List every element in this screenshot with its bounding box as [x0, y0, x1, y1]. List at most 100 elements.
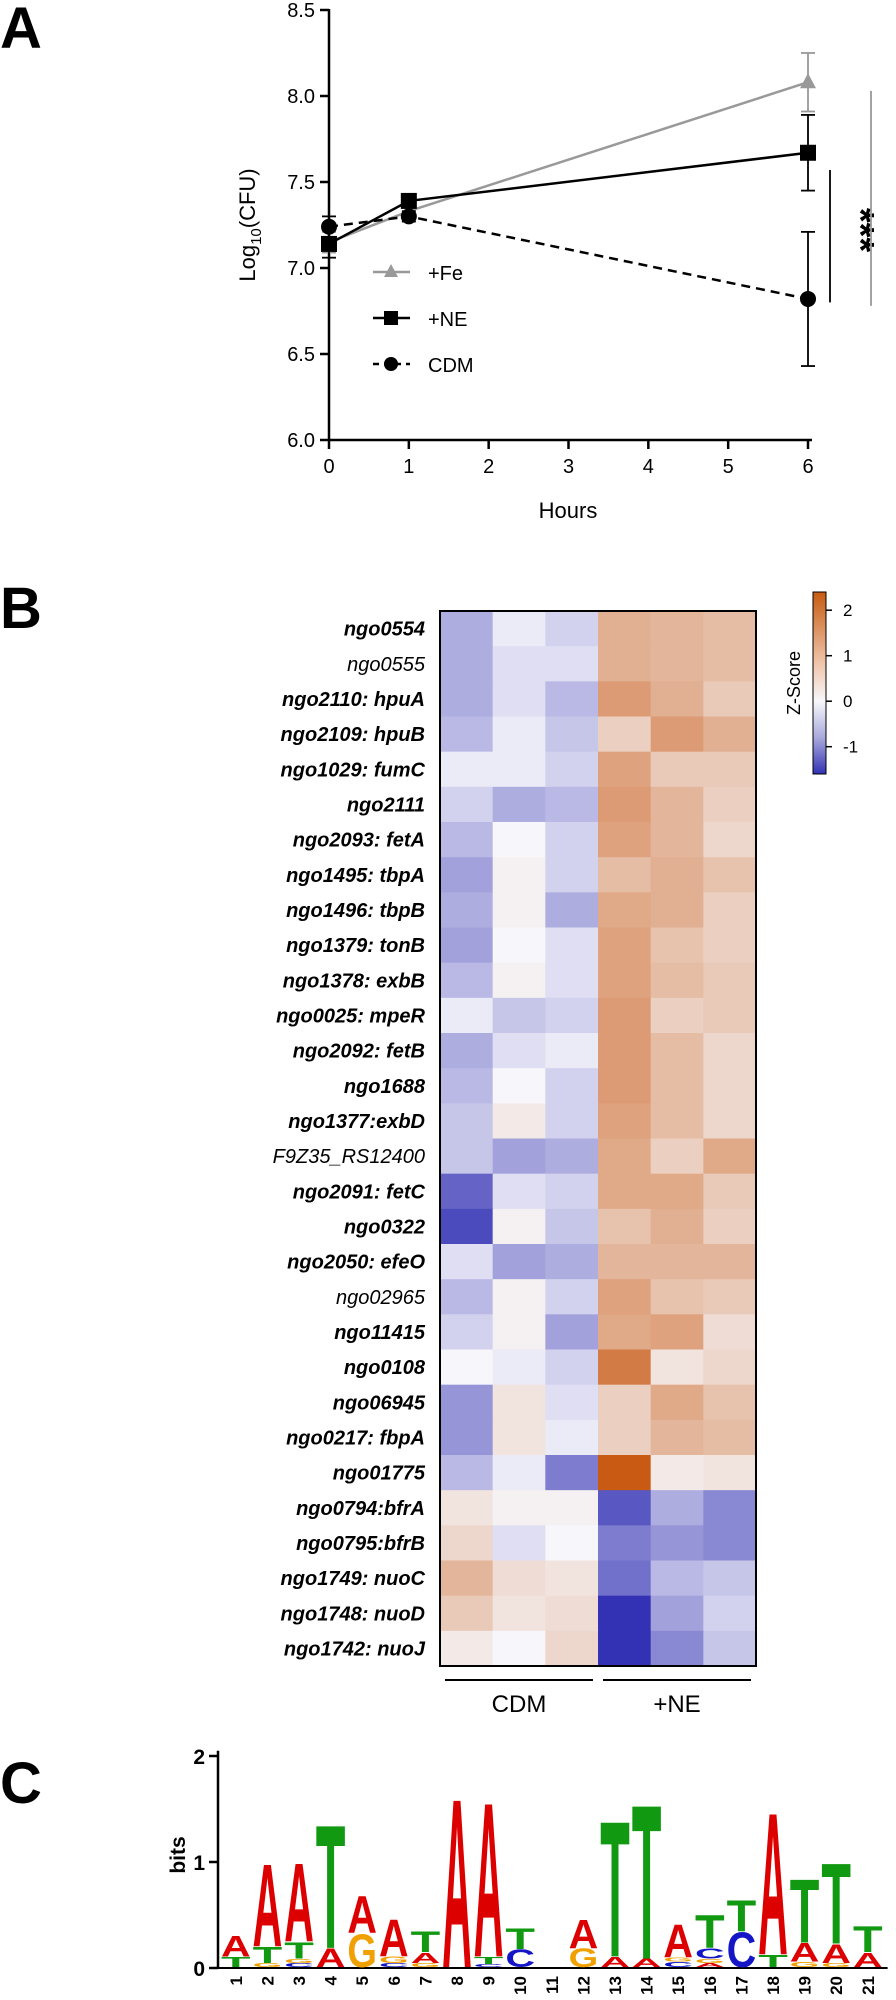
y-tick-label: 7.5	[287, 172, 315, 194]
heatmap-cell	[703, 681, 757, 718]
logo-position-label: 11	[543, 1976, 562, 1994]
x-tick-label: 0	[323, 456, 334, 478]
heatmap-cell	[492, 1173, 546, 1210]
heatmap-cell	[703, 786, 757, 823]
colorbar-tick-label: 2	[843, 601, 852, 620]
x-tick-label: 3	[563, 456, 574, 478]
heatmap-border	[439, 610, 757, 1667]
logo-position-label: 5	[353, 1976, 372, 1985]
gene-label: ngo01775	[333, 1463, 426, 1485]
gene-label: ngo2050: efeO	[287, 1252, 425, 1274]
heatmap-cell	[440, 1279, 494, 1315]
heatmap-cell	[545, 1560, 599, 1597]
heatmap-cell	[492, 1490, 546, 1526]
heatmap-cell	[703, 1490, 757, 1526]
heatmap-cell	[598, 1068, 652, 1104]
heatmap-cell	[492, 1455, 546, 1491]
heatmap-cell	[492, 1103, 546, 1140]
logo-position-label: 9	[480, 1976, 499, 1985]
data-point-cdm	[800, 290, 816, 307]
logo-letter-C: C	[695, 1945, 725, 1961]
logo-position-label: 6	[385, 1976, 404, 1985]
heatmap-cell	[598, 646, 652, 682]
x-tick-label: 4	[643, 456, 654, 478]
logo-letter-G: G	[379, 1955, 409, 1965]
heatmap-cell	[492, 1560, 546, 1597]
heatmap-cell	[440, 1419, 494, 1456]
heatmap-cell	[492, 1033, 546, 1069]
y-axis-title-main: Log	[235, 245, 260, 282]
heatmap-cell	[545, 751, 599, 788]
y-tick-label: 8.5	[287, 0, 315, 22]
heatmap-cell	[650, 681, 704, 718]
panel-a-series	[321, 52, 816, 367]
heatmap-cell	[703, 1138, 757, 1175]
heatmap-cell	[598, 1279, 652, 1315]
heatmap-cell	[440, 1525, 494, 1562]
heatmap-cell	[440, 1455, 494, 1491]
heatmap-cell	[650, 1595, 704, 1632]
logo-letter-T: T	[821, 1840, 851, 1968]
heatmap-cell	[703, 611, 757, 647]
heatmap-cell	[545, 1033, 599, 1069]
heatmap-cell	[492, 1068, 546, 1104]
legend-label-ne: +NE	[428, 309, 467, 331]
heatmap-cell	[492, 646, 546, 682]
heatmap-cell	[650, 611, 704, 647]
heatmap-cell	[492, 1279, 546, 1315]
heatmap-cell	[703, 997, 757, 1034]
series-ne	[321, 114, 816, 259]
heatmap-cell	[492, 962, 546, 999]
logo-letter-G: G	[411, 1962, 441, 1969]
heatmap-cell	[598, 1455, 652, 1491]
heatmap-cell	[650, 857, 704, 893]
gene-label: ngo0795:bfrB	[296, 1533, 425, 1555]
heatmap-cell	[703, 1103, 757, 1140]
panel-a-line-chart: 6.0 6.5 7.0 7.5 8.0 8.5 0 1 2 3 4 5 6 +Fe +NE CDM ****…	[235, 0, 896, 523]
heatmap-cell	[440, 751, 494, 788]
logo-letter-G: G	[695, 1958, 725, 1965]
data-point-fe	[800, 73, 816, 89]
heatmap-cell	[545, 1419, 599, 1456]
heatmap-cell	[650, 716, 704, 753]
heatmap-cell	[598, 1314, 652, 1351]
logo-letter-A: A	[284, 1841, 314, 1965]
gene-labels: ngo0554 ngo0555 ngo2110: hpuA ngo2109: hpuB…	[273, 619, 426, 1661]
heatmap-cell	[598, 1630, 652, 1667]
logo-letter-A: A	[379, 1909, 409, 1968]
heatmap-cell	[598, 1525, 652, 1562]
heatmap-cell	[440, 1138, 494, 1175]
heatmap-cell	[440, 1103, 494, 1140]
logo-letter-T: T	[790, 1861, 820, 1963]
heatmap-cell	[492, 681, 546, 718]
logo-letter-A: A	[474, 1758, 504, 2000]
series-line-cdm	[328, 215, 809, 301]
heatmap-cell	[650, 1314, 704, 1351]
heatmap-cell	[598, 1490, 652, 1526]
panel-label-a: A	[0, 0, 42, 61]
gene-label: ngo0217: fbpA	[286, 1427, 425, 1449]
heatmap-cell	[703, 857, 757, 893]
heatmap-cell	[440, 1630, 494, 1667]
heatmap-cell	[440, 681, 494, 718]
logo-position-label: 17	[732, 1976, 751, 1995]
heatmap-cell	[703, 1595, 757, 1632]
logo-position-label: 15	[669, 1976, 688, 1995]
gene-label: ngo06945	[333, 1392, 426, 1414]
heatmap-cell	[492, 1314, 546, 1351]
group-label: +NE	[653, 1691, 700, 1718]
heatmap-cell	[703, 716, 757, 753]
logo-letter-T: T	[284, 1937, 314, 1963]
heatmap-cell	[440, 997, 494, 1034]
heatmap-cell	[650, 1490, 704, 1526]
data-point-cdm	[400, 208, 417, 225]
colorbar-label: Z-Score	[784, 651, 804, 715]
logo-letter-T: T	[474, 1955, 504, 1966]
heatmap-cell	[598, 857, 652, 893]
logo-letter-A: A	[347, 1885, 377, 1944]
panel-label-c: C	[0, 1751, 42, 1816]
gene-label: ngo0025: mpeR	[276, 1005, 425, 1027]
heatmap-cells	[440, 611, 757, 1667]
heatmap-cell	[545, 822, 599, 858]
